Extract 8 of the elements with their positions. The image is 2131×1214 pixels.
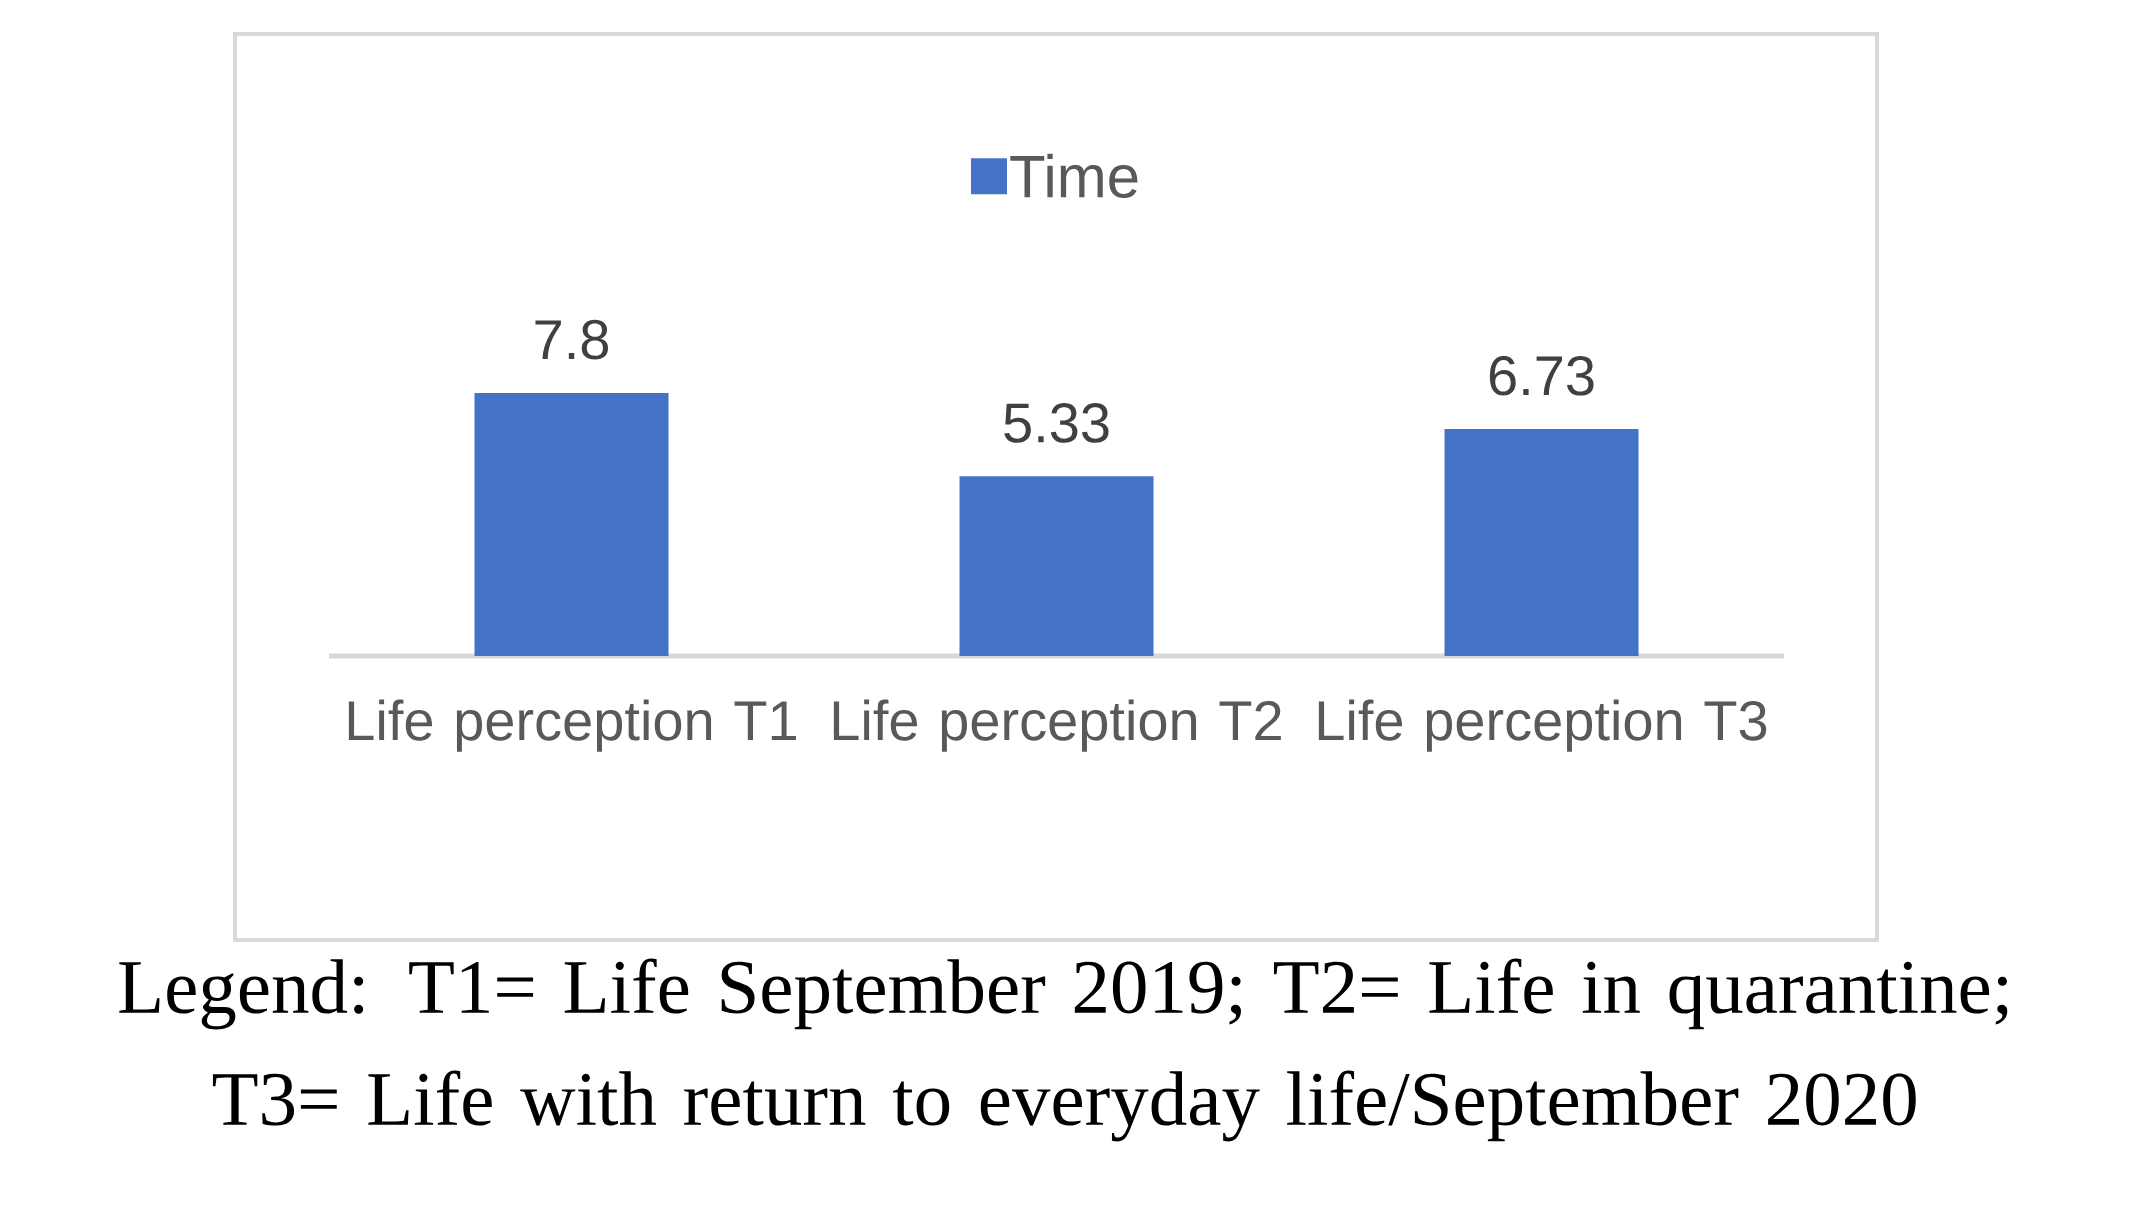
text: Legend: T1= Life September 2019; T2= Life in quarantine; T3= Life with return to everyday life/September 2020 — [119, 958, 2008, 1142]
legend-label: Time — [1010, 153, 1138, 198]
x-tick-label: Life perception T3 — [1318, 699, 1767, 752]
x-tick-label: Life perception T2 — [833, 699, 1281, 752]
data-label: 6.73 — [1489, 355, 1594, 396]
data-label: 7.8 — [535, 319, 609, 360]
x-tick-label: Life perception T1 — [348, 699, 796, 752]
data-label: 5.33 — [1004, 403, 1109, 443]
